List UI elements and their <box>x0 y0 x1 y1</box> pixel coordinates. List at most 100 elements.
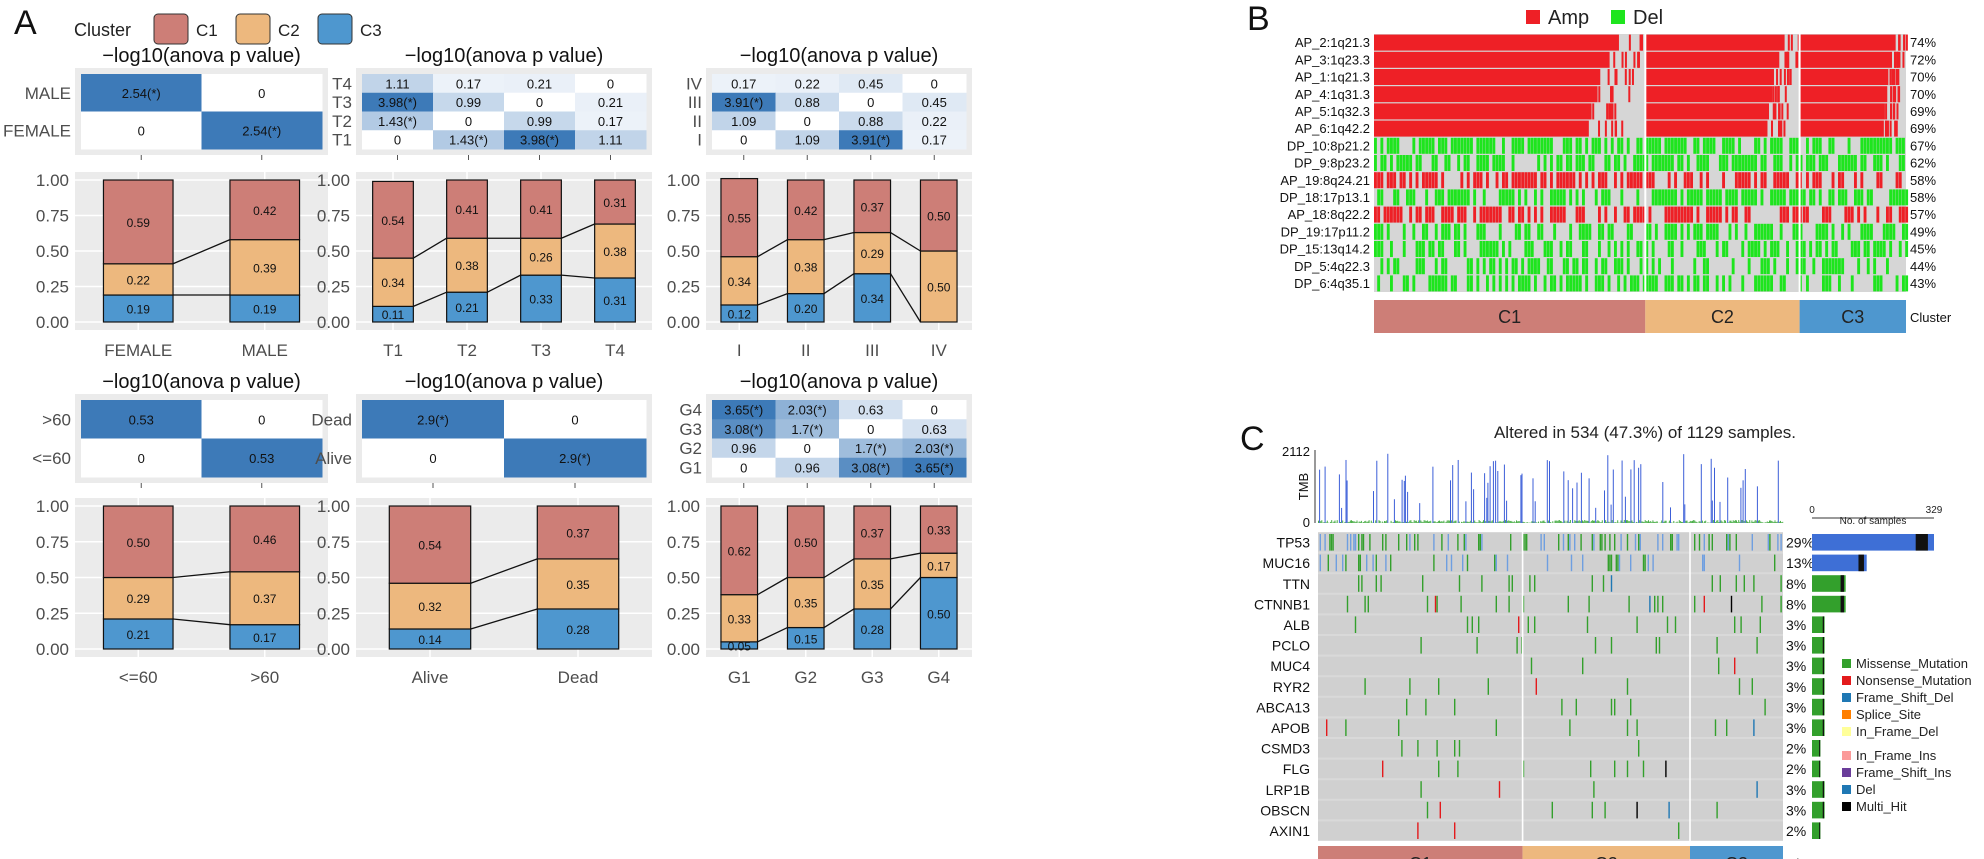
x-tick-label: III <box>865 341 879 360</box>
oncoplot-row <box>1318 780 1783 799</box>
cna-mark <box>1776 189 1780 206</box>
heatmap-cell <box>902 438 967 459</box>
cna-mark <box>1601 189 1605 206</box>
x-tick-label: G3 <box>861 668 884 687</box>
cna-mark <box>1380 172 1384 189</box>
mutation-mark <box>1330 534 1333 551</box>
cna-mark <box>1825 258 1829 275</box>
tmb-bar <box>1733 520 1735 523</box>
tmb-bar <box>1387 453 1389 523</box>
mutation-mark <box>1636 801 1638 819</box>
tmb-bar <box>1771 520 1773 523</box>
mutation-mark <box>1570 554 1573 572</box>
mutation-mark <box>1609 554 1611 572</box>
cna-mark <box>1633 275 1637 292</box>
cna-mark <box>1393 172 1397 189</box>
cna-mark <box>1770 241 1773 257</box>
cna-mark <box>1626 172 1630 189</box>
tmb-bar <box>1729 520 1731 523</box>
mutation-mark <box>1495 554 1497 572</box>
cna-mark <box>1773 155 1777 171</box>
x-tick-label: IV <box>931 341 948 360</box>
tmb-bar <box>1761 522 1763 523</box>
cna-mark <box>1857 189 1861 206</box>
tmb-bar <box>1601 520 1603 523</box>
mutation-mark <box>1406 698 1408 716</box>
cna-mark <box>1667 206 1671 223</box>
cna-mark <box>1438 137 1441 154</box>
cna-mark <box>1806 172 1809 189</box>
mutation-mark <box>1346 534 1349 551</box>
cna-mark <box>1863 206 1867 223</box>
heatmap-cell <box>504 438 647 478</box>
cna-mark <box>1760 275 1764 292</box>
tmb-axis-label: TMB <box>1296 473 1311 500</box>
cna-mark <box>1747 155 1751 171</box>
cna-mark <box>1674 206 1677 223</box>
cna-mark <box>1476 223 1480 240</box>
cna-mark <box>1744 206 1748 223</box>
mutation-mark <box>1436 595 1438 613</box>
tmb-bar <box>1604 490 1605 523</box>
heatmap-row-label: FEMALE <box>3 121 71 140</box>
tmb-bar <box>1443 520 1445 523</box>
cna-mark <box>1482 223 1486 240</box>
cna-mark <box>1802 206 1806 223</box>
cna-mark <box>1524 189 1528 206</box>
heatmap-cell-label: 0 <box>571 412 578 427</box>
cna-block <box>1374 51 1610 68</box>
tmb-bar <box>1544 521 1546 523</box>
heatmap-cell <box>362 92 434 112</box>
cna-mark <box>1636 189 1640 206</box>
tmb-bar <box>1386 520 1388 523</box>
tmb-bar <box>1410 520 1412 523</box>
cna-mark <box>1473 172 1477 189</box>
mutation-mark <box>1738 554 1741 572</box>
cna-mark <box>1377 189 1381 206</box>
cna-mark <box>1527 223 1531 240</box>
bar-value-label: 0.50 <box>927 210 951 224</box>
cna-mark <box>1902 206 1905 223</box>
cna-mark <box>1562 172 1566 189</box>
cna-mark <box>1636 155 1640 171</box>
mutation-mark <box>1434 595 1437 613</box>
cna-mark <box>1892 223 1896 240</box>
tmb-bar <box>1599 522 1601 523</box>
cna-mark <box>1825 223 1829 240</box>
y-tick-label: 0.75 <box>36 533 69 552</box>
bar-value-label: 0.54 <box>418 539 442 553</box>
cna-mark <box>1569 137 1573 154</box>
cna-mark <box>1534 189 1537 206</box>
cna-mark <box>1844 206 1848 223</box>
cna-mark <box>1792 206 1796 223</box>
tmb-bar <box>1340 521 1341 523</box>
cna-mark <box>1854 241 1857 257</box>
cna-mark <box>1741 189 1745 206</box>
variant-legend-label: Multi_Hit <box>1856 799 1907 814</box>
cna-mark <box>1396 155 1400 171</box>
mutation-mark <box>1703 554 1705 572</box>
cna-mark <box>1709 137 1713 154</box>
tmb-bar <box>1649 521 1651 523</box>
bar-value-label: 0.17 <box>927 559 951 573</box>
cna-mark <box>1792 137 1796 154</box>
cna-mark <box>1841 258 1845 275</box>
cna-row-percent: 70% <box>1910 87 1936 102</box>
cna-mark <box>1457 206 1461 223</box>
heatmap-cell-label: 0 <box>607 76 614 91</box>
cna-mark <box>1582 241 1585 257</box>
heatmap-cell <box>362 111 434 131</box>
cna-row-label: DP_6:4q35.1 <box>1294 276 1370 291</box>
tmb-bar <box>1368 520 1370 523</box>
cna-mark <box>1553 275 1557 292</box>
cna-mark <box>1418 155 1422 171</box>
bar-value-label: 0.32 <box>418 600 442 614</box>
cna-mark <box>1479 155 1483 171</box>
cna-mark <box>1428 172 1432 189</box>
tmb-bar <box>1594 520 1596 523</box>
cna-mark <box>1585 223 1589 240</box>
mutation-mark <box>1562 534 1565 551</box>
mutation-mark <box>1551 801 1553 819</box>
mutation-mark <box>1751 678 1753 695</box>
cna-mark <box>1648 137 1652 154</box>
